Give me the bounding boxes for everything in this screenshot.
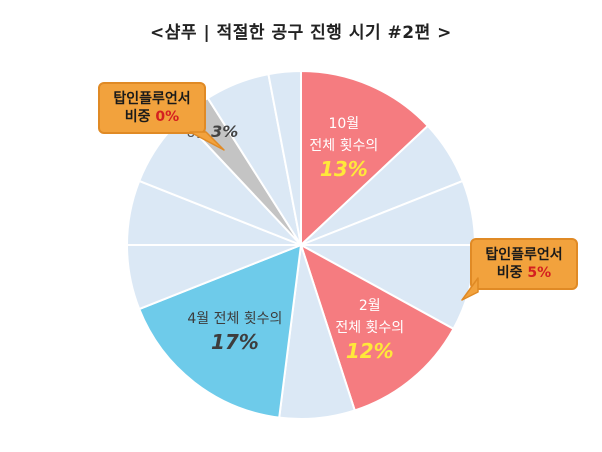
slice-label-4-line-1: 전체 횟수의	[335, 320, 404, 336]
pie-slice-4	[299, 242, 455, 412]
callout-february-share: 비중 5%	[496, 265, 552, 281]
slice-label-4-line-2: 12%	[346, 339, 394, 363]
callout-october-title: 탑인플루언서	[113, 91, 191, 107]
slice-label-6-line-1: 17%	[211, 330, 259, 354]
pie-slice-0	[300, 69, 430, 248]
callout-october: 탑인플루언서 비중 0%	[98, 82, 206, 134]
callout-february-title: 탑인플루언서	[485, 247, 563, 263]
callout-february-pct: 5%	[527, 265, 552, 281]
callout-october-pct: 0%	[155, 109, 180, 125]
pie-slice-12	[267, 69, 302, 246]
slice-label-0-line-0: 10월	[328, 116, 359, 132]
pie-slice-6	[137, 243, 303, 419]
callout-february: 탑인플루언서 비중 5%	[470, 238, 578, 290]
slice-label-0-line-2: 13%	[320, 157, 368, 181]
slice-label-0-line-1: 전체 횟수의	[309, 138, 378, 154]
chart-title: <샴푸 | 적절한 공구 진행 시기 #2편 >	[150, 23, 452, 43]
callout-october-share: 비중 0%	[124, 109, 180, 125]
slice-label-6-line-0: 4월 전체 횟수의	[187, 311, 282, 327]
slice-label-4-line-0: 2월	[359, 298, 381, 314]
